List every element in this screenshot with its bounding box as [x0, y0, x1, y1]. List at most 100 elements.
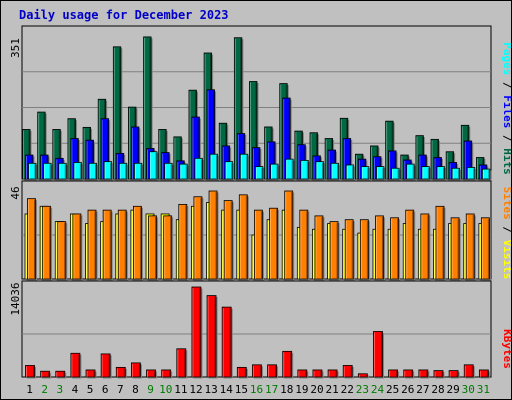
- day-label: 6: [102, 383, 109, 396]
- pages-bar: [376, 166, 385, 180]
- kbytes-bar: [176, 348, 187, 378]
- kbytes-bar: [357, 373, 368, 378]
- sites-bar: [405, 209, 415, 280]
- pages-bar: [118, 162, 128, 180]
- kbytes-bar: [403, 369, 414, 378]
- kbytes-bar: [312, 369, 323, 378]
- pages-bar: [179, 163, 188, 180]
- day-label: 7: [117, 383, 124, 396]
- day-label: 30: [462, 383, 475, 396]
- kbytes-bar: [25, 365, 35, 378]
- pages-bar: [224, 161, 234, 180]
- day-label: 23: [356, 383, 369, 396]
- kbytes-bar: [373, 331, 383, 378]
- pages-bar: [58, 162, 67, 180]
- pages-bar: [73, 162, 82, 180]
- day-label: 4: [72, 383, 79, 396]
- sites-bar: [269, 207, 278, 280]
- day-label: 9: [147, 383, 154, 396]
- day-label: 11: [174, 383, 187, 396]
- sites-bar: [359, 219, 369, 280]
- day-label: 1: [26, 383, 33, 396]
- pages-bar: [360, 166, 370, 180]
- day-label: 13: [204, 383, 217, 396]
- day-label: 21: [326, 383, 339, 396]
- kbytes-bar: [40, 370, 51, 378]
- pages-bar: [285, 158, 294, 180]
- sites-bar: [314, 215, 324, 280]
- sites-bar: [284, 190, 294, 280]
- legend-part-0: Pages: [501, 42, 511, 75]
- pages-bar: [436, 166, 445, 180]
- kbytes-bar: [448, 370, 459, 378]
- day-label: 25: [386, 383, 399, 396]
- sites-bar: [329, 221, 339, 280]
- sites-bar: [102, 209, 112, 280]
- chart-title: Daily usage for December 2023: [19, 8, 229, 22]
- hits-ymax-label: 351: [9, 38, 22, 58]
- pages-bar: [481, 168, 491, 180]
- sites-bar: [163, 215, 173, 280]
- day-label: 8: [132, 383, 139, 396]
- sites-bar: [390, 217, 399, 280]
- kbytes-bar: [191, 286, 202, 378]
- legend-part-3: /: [501, 128, 511, 148]
- kbytes-bar: [433, 370, 444, 378]
- kbytes-bar: [267, 364, 277, 378]
- day-label: 27: [416, 383, 429, 396]
- visits-ymax-label: 46: [9, 186, 22, 199]
- legend-part-1: /: [501, 75, 511, 95]
- pages-bar: [194, 157, 203, 180]
- pages-bar: [43, 162, 52, 180]
- pages-bar: [421, 166, 430, 180]
- day-label: 2: [41, 383, 48, 396]
- day-label: 28: [431, 383, 444, 396]
- kbytes-bar: [146, 369, 156, 378]
- kbytes-bar: [85, 369, 96, 378]
- pages-bar: [28, 162, 37, 180]
- day-label: 31: [477, 383, 490, 396]
- sites-bar: [299, 209, 309, 280]
- day-label: 24: [371, 383, 385, 396]
- kbytes-bar: [418, 369, 429, 378]
- visits-legend: Sites / Visits: [501, 187, 511, 280]
- pages-bar: [391, 167, 400, 180]
- pages-bar: [330, 162, 339, 180]
- sites-bar: [57, 221, 67, 280]
- pages-bar: [466, 167, 476, 180]
- legend-part-4: Hits: [501, 148, 511, 175]
- day-label: 19: [295, 383, 308, 396]
- day-label: 3: [57, 383, 64, 396]
- hits-legend: Pages / Files / Hits: [501, 42, 511, 175]
- day-label: 18: [280, 383, 293, 396]
- pages-bar: [315, 161, 324, 180]
- kbytes-bar: [206, 295, 217, 378]
- pages-bar: [451, 167, 461, 180]
- sites-bar: [42, 205, 52, 280]
- kbytes-bar: [327, 369, 338, 378]
- kbytes-bar: [115, 366, 126, 378]
- kbytes-bar: [252, 364, 262, 378]
- sites-bar: [223, 200, 233, 280]
- pages-bar: [164, 162, 173, 180]
- pages-bar: [406, 163, 415, 180]
- kbytes-bar: [70, 352, 81, 378]
- sites-bar: [87, 209, 97, 280]
- panel-3: [21, 280, 492, 378]
- kbytes-bar: [221, 306, 232, 378]
- day-label: 17: [265, 383, 278, 396]
- sites-bar: [450, 217, 460, 280]
- sites-bar: [435, 205, 445, 280]
- day-label: 12: [189, 383, 202, 396]
- kbytes-bar: [161, 369, 172, 378]
- pages-bar: [209, 153, 218, 180]
- sites-bar: [254, 209, 263, 280]
- kbytes-bar: [55, 370, 66, 378]
- sites-bar: [27, 198, 36, 280]
- day-label: 26: [401, 383, 414, 396]
- kbytes-bar: [342, 365, 353, 378]
- sites-bar: [238, 194, 248, 280]
- kbytes-bar: [131, 362, 141, 378]
- sites-bar: [72, 213, 82, 280]
- sites-bar: [420, 213, 430, 280]
